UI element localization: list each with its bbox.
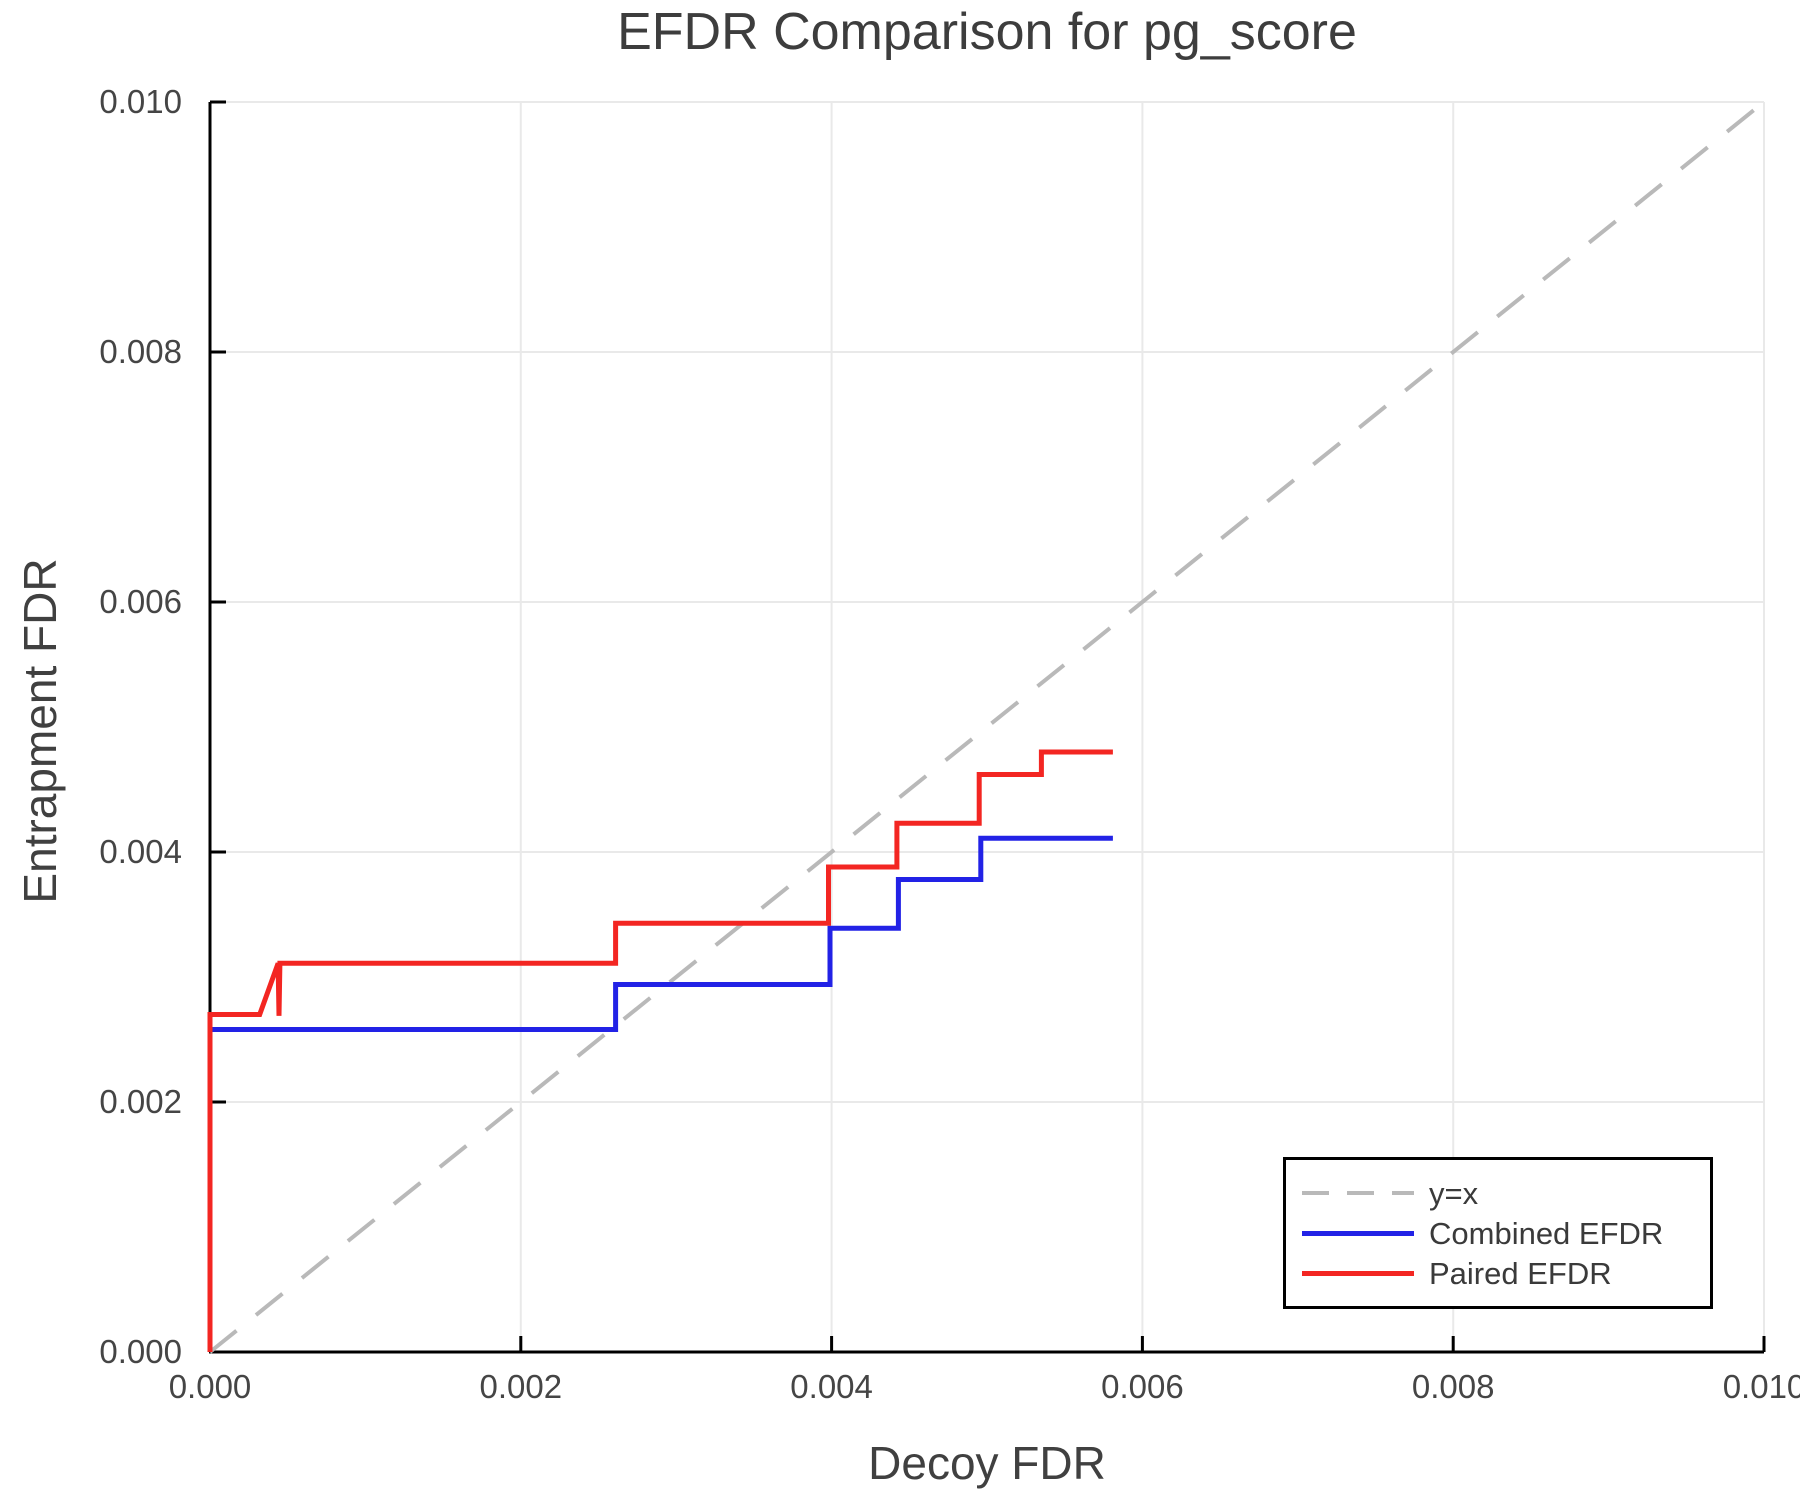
y-tick-label: 0.010 bbox=[99, 83, 182, 120]
y-tick-label: 0.002 bbox=[99, 1083, 182, 1120]
y-axis-title: Entrapment FDR bbox=[14, 558, 66, 904]
x-tick-label: 0.008 bbox=[1412, 1368, 1495, 1405]
y-tick-label: 0.006 bbox=[99, 583, 182, 620]
x-tick-label: 0.006 bbox=[1101, 1368, 1184, 1405]
x-tick-label: 0.002 bbox=[480, 1368, 563, 1405]
legend-box: y=x Combined EFDR Paired EFDR bbox=[1283, 1157, 1713, 1309]
y-tick-label: 0.008 bbox=[99, 333, 182, 370]
x-axis-title: Decoy FDR bbox=[868, 1437, 1106, 1489]
legend-item-paired: Paired EFDR bbox=[1302, 1257, 1710, 1290]
x-tick-label: 0.010 bbox=[1723, 1368, 1800, 1405]
legend-label-identity: y=x bbox=[1429, 1175, 1479, 1211]
x-tick-label: 0.000 bbox=[169, 1368, 252, 1405]
series-line-y-x bbox=[208, 100, 1766, 1354]
legend-item-identity: y=x bbox=[1302, 1177, 1710, 1210]
series-line-paired-efdr bbox=[207, 749, 1113, 1352]
paired-efdr-swatch bbox=[1302, 1270, 1414, 1276]
series-line-combined-efdr bbox=[207, 835, 1113, 1352]
y-tick-label: 0.000 bbox=[99, 1333, 182, 1370]
chart-title: EFDR Comparison for pg_score bbox=[617, 3, 1357, 61]
y-tick-label: 0.004 bbox=[99, 833, 182, 870]
x-tick-label: 0.004 bbox=[790, 1368, 873, 1405]
legend-item-combined: Combined EFDR bbox=[1302, 1217, 1710, 1250]
legend-label-combined: Combined EFDR bbox=[1429, 1215, 1664, 1251]
legend-label-paired: Paired EFDR bbox=[1429, 1255, 1612, 1291]
combined-efdr-swatch bbox=[1302, 1230, 1414, 1236]
identity-line-swatch bbox=[1302, 1191, 1414, 1195]
